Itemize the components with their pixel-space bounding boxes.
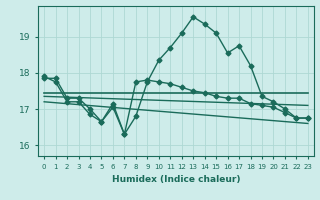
X-axis label: Humidex (Indice chaleur): Humidex (Indice chaleur) [112, 175, 240, 184]
